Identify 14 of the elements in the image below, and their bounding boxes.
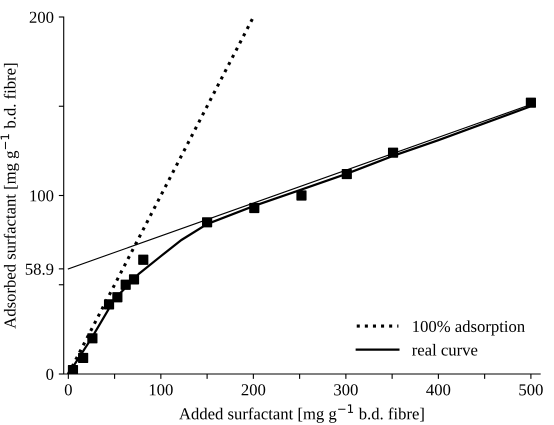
x-tick-label: 0 [64,384,72,396]
x-axis-title: Added surfactant [mg g$^{−1}$ b.d. fibre] [179,404,424,423]
x-tick-label: 300 [334,384,358,396]
legend-label: real curve [412,344,478,356]
legend-label: 100% adsorption [413,320,525,336]
y-tick-label: 200 [30,12,54,23]
x-tick-label: 100 [150,384,173,396]
x-tick-label: 500 [519,384,543,396]
x-tick-label: 200 [242,384,266,396]
y-tick-label: 0 [46,368,54,380]
y-tick-label: 58.9 [26,264,54,275]
y-axis-title: Adsorbed surfactant [mg g$^{−1}$ b.d. fibre] [0,64,20,329]
y-tick-label: 100 [30,190,54,202]
x-tick-label: 400 [426,384,450,396]
